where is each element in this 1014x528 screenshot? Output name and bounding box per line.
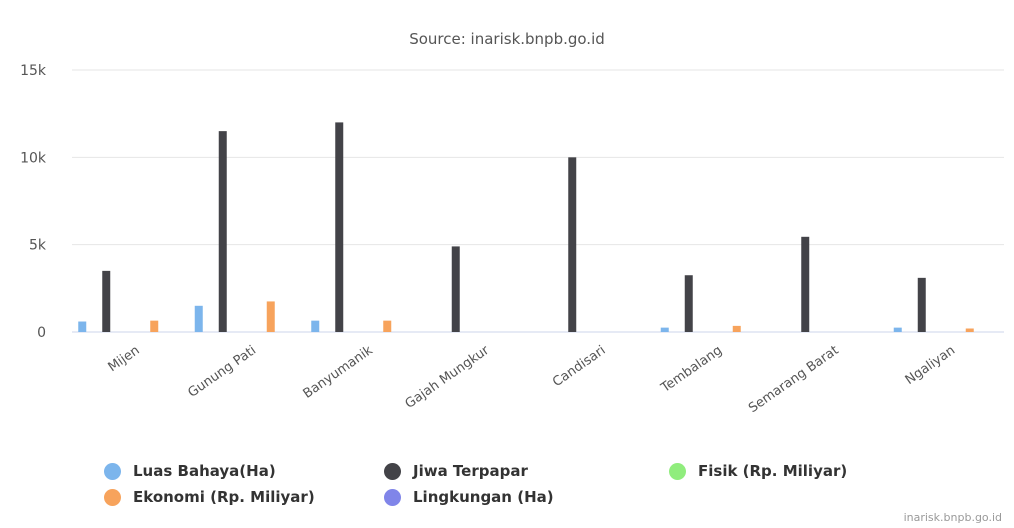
x-tick-label: Banyumanik	[301, 343, 376, 402]
bar[interactable]	[150, 320, 159, 332]
legend-marker-icon	[669, 462, 686, 480]
bar[interactable]	[78, 321, 87, 332]
x-tick-label: Gajah Mungkur	[403, 343, 493, 412]
y-tick-label: 0	[37, 325, 46, 341]
legend-marker-icon	[384, 488, 401, 506]
bar[interactable]	[684, 275, 693, 332]
bar[interactable]	[266, 301, 275, 332]
bar[interactable]	[732, 325, 741, 332]
y-tick-label: 15k	[20, 63, 47, 79]
x-tick-label: Candisari	[550, 343, 608, 390]
x-tick-label: Gunung Pati	[185, 343, 259, 401]
chart-credit[interactable]: inarisk.bnpb.go.id	[903, 511, 1002, 524]
legend-label: Ekonomi (Rp. Miliyar)	[133, 488, 315, 506]
bar[interactable]	[568, 157, 577, 332]
bar[interactable]	[801, 236, 810, 332]
x-axis-ticks: Mijen Gunung Pati Banyumanik Gajah Mungkur C…	[106, 343, 959, 417]
legend-marker-icon	[384, 462, 401, 480]
legend-marker-icon	[104, 488, 121, 506]
chart-subtitle: Source: inarisk.bnpb.go.id	[409, 30, 605, 48]
legend-label: Jiwa Terpapar	[413, 462, 528, 480]
legend-item[interactable]: Lingkungan (Ha)	[384, 488, 554, 506]
bar-chart: Source: inarisk.bnpb.go.id 0 5k 10k 15k Mij…	[20, 30, 1004, 417]
legend-label: Lingkungan (Ha)	[413, 488, 554, 506]
y-tick-label: 10k	[20, 150, 47, 166]
bar[interactable]	[893, 327, 902, 332]
gridlines	[72, 69, 1004, 333]
y-axis-ticks: 0 5k 10k 15k	[20, 63, 47, 341]
legend-item[interactable]: Ekonomi (Rp. Miliyar)	[104, 488, 315, 506]
legend-label: Fisik (Rp. Miliyar)	[698, 462, 848, 480]
bar[interactable]	[335, 122, 344, 333]
bar[interactable]	[965, 328, 974, 332]
bar[interactable]	[102, 270, 111, 332]
bar[interactable]	[917, 277, 926, 332]
x-tick-label: Mijen	[106, 343, 143, 375]
legend-item[interactable]: Jiwa Terpapar	[384, 462, 528, 480]
bar[interactable]	[194, 305, 203, 332]
legend-item[interactable]: Luas Bahaya(Ha)	[104, 462, 276, 480]
x-tick-label: Ngaliyan	[903, 343, 958, 388]
legend-item[interactable]: Fisik (Rp. Miliyar)	[669, 462, 847, 480]
x-tick-label: Tembalang	[658, 343, 725, 396]
bar[interactable]	[383, 320, 392, 332]
x-tick-label: Semarang Barat	[746, 343, 842, 416]
bar[interactable]	[218, 131, 227, 332]
bar[interactable]	[451, 246, 460, 332]
bar[interactable]	[660, 327, 669, 332]
bar[interactable]	[311, 320, 320, 332]
bars	[78, 122, 974, 333]
chart-legend: Luas Bahaya(Ha) Jiwa Terpapar Fisik (Rp. M…	[104, 462, 924, 514]
legend-marker-icon	[104, 462, 121, 480]
y-tick-label: 5k	[29, 238, 47, 254]
legend-label: Luas Bahaya(Ha)	[133, 462, 276, 480]
